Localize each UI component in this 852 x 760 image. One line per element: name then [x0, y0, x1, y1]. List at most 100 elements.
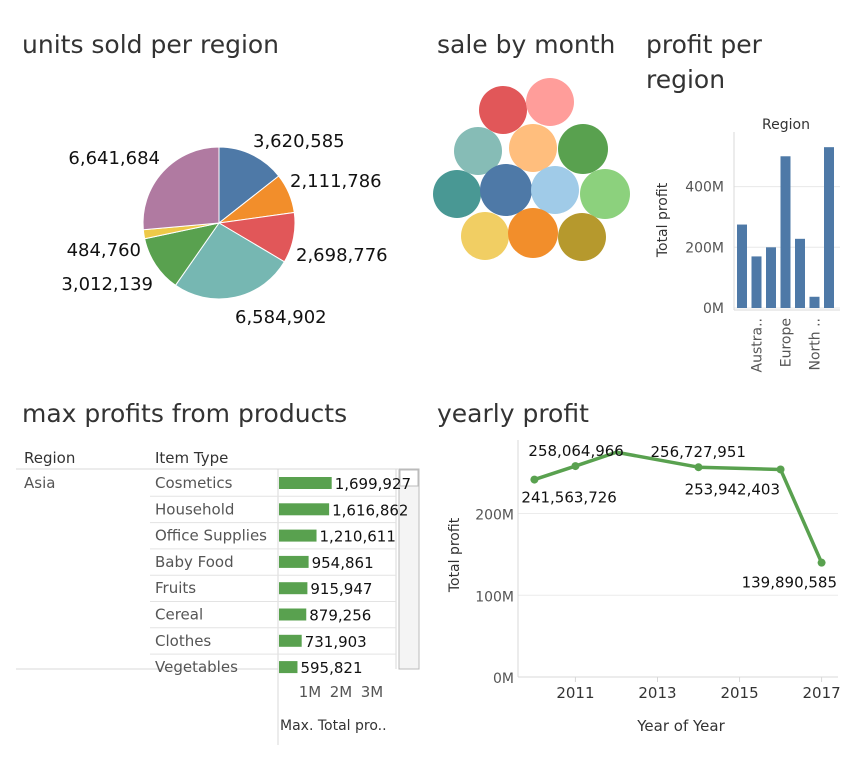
month-bubble — [580, 169, 630, 219]
item-type-cell: Cosmetics — [155, 474, 233, 492]
region-y-tick-label: 0M — [703, 301, 724, 317]
region-bar — [809, 296, 820, 308]
yearly-y-tick-label: 100M — [475, 589, 514, 605]
region-column-header: Region — [24, 449, 75, 467]
pie-slice — [218, 146, 280, 225]
region-y-tick-label: 200M — [685, 240, 724, 256]
item-type-cell: Baby Food — [155, 553, 234, 571]
region-category-label: Europe — [779, 318, 795, 367]
pie-slice-label: 484,760 — [67, 240, 141, 261]
max-profit-bar — [279, 555, 309, 568]
month-bubble — [558, 213, 606, 261]
region-y-axis-label: Total profit — [655, 182, 671, 258]
item-type-cell: Cereal — [155, 606, 203, 624]
pie-slice-label: 3,620,585 — [253, 131, 345, 152]
max-profit-bar-table: Region Item Type Asia Max. Total pro.. C… — [16, 449, 420, 745]
month-bubble — [461, 212, 509, 260]
yearly-data-point — [776, 465, 785, 474]
max-profit-bar — [279, 529, 317, 542]
item-type-cell: Vegetables — [155, 658, 238, 676]
table-scrollbar-track — [398, 468, 420, 670]
yearly-x-tick-label: 2017 — [802, 684, 840, 702]
item-type-cell: Household — [155, 500, 234, 518]
month-bubble — [531, 166, 579, 214]
max-profit-x-tick-label: 2M — [330, 683, 353, 701]
month-bubble — [433, 170, 481, 218]
pie-slice-label: 6,641,684 — [68, 148, 160, 169]
max-profit-value-label: 731,903 — [305, 633, 367, 651]
max-profit-x-tick-label: 1M — [299, 683, 322, 701]
yearly-data-label: 253,942,403 — [685, 480, 780, 498]
yearly-y-axis-label: Total profit — [447, 517, 463, 593]
profit-region-bar-chart: Region Total profit 0M 200M 400M Austra.. Eu… — [655, 117, 840, 372]
max-profit-bar — [279, 608, 307, 621]
yearly-data-label: 258,064,966 — [528, 442, 623, 460]
yearly-data-label: 241,563,726 — [521, 489, 616, 507]
max-profit-value-label: 595,821 — [300, 659, 362, 677]
yearly-x-tick-label: 2011 — [556, 684, 594, 702]
region-cell-asia: Asia — [24, 474, 55, 492]
profit-per-region-title-line2: region — [646, 65, 725, 94]
item-type-cell: Clothes — [155, 632, 211, 650]
year-x-axis-label: Year of Year — [636, 717, 725, 735]
item-type-cell: Fruits — [155, 579, 196, 597]
region-category-label: North .. — [808, 318, 824, 371]
profit-per-region-title-line1: profit per — [646, 30, 763, 59]
yearly-y-tick-label: 200M — [475, 508, 514, 524]
month-bubble — [454, 127, 502, 175]
pie-slice-label: 6,584,902 — [235, 307, 327, 328]
max-profit-bar — [279, 503, 330, 516]
yearly-profit-line-chart: Year of Year Total profit 0M 100M 200M 2011… — [447, 440, 841, 735]
region-bar — [824, 147, 834, 308]
max-profit-x-tick-label: 3M — [361, 683, 384, 701]
item-type-cell: Office Supplies — [155, 527, 267, 545]
max-profit-bar — [279, 582, 308, 595]
pie-slice-label: 2,698,776 — [296, 245, 388, 266]
sale-bubble-chart — [433, 78, 630, 261]
table-scrollbar-thumb — [399, 469, 419, 487]
region-category-label: Austra.. — [750, 318, 766, 372]
month-bubble — [558, 124, 608, 174]
pie-slice-label: 3,012,139 — [61, 274, 153, 295]
max-profit-bar — [279, 634, 302, 647]
max-profit-value-label: 1,616,862 — [332, 501, 408, 519]
yearly-profit-title: yearly profit — [437, 399, 589, 428]
pie-slice — [142, 146, 220, 231]
region-header: Region — [762, 117, 810, 133]
yearly-data-point — [694, 463, 703, 472]
yearly-x-tick-label: 2015 — [720, 684, 758, 702]
max-profit-x-axis-label: Max. Total pro.. — [280, 718, 387, 734]
region-bar — [795, 238, 805, 308]
region-y-tick-label: 400M — [685, 180, 724, 196]
yearly-y-tick-label: 0M — [493, 671, 514, 687]
month-bubble — [480, 164, 532, 216]
month-bubble — [508, 208, 558, 258]
yearly-data-label: 139,890,585 — [742, 574, 837, 592]
month-bubble — [526, 78, 574, 126]
item-type-column-header: Item Type — [155, 449, 228, 467]
yearly-data-point — [530, 475, 539, 484]
max-profit-value-label: 1,210,611 — [320, 528, 396, 546]
max-profit-value-label: 915,947 — [310, 580, 372, 598]
region-bar — [780, 156, 791, 308]
pie-slice — [174, 222, 286, 300]
max-profit-value-label: 1,699,927 — [335, 475, 411, 493]
pie-slice-label: 2,111,786 — [290, 171, 382, 192]
units-sold-title: units sold per region — [22, 30, 279, 59]
region-bar — [751, 256, 762, 308]
max-profit-value-label: 954,861 — [312, 554, 374, 572]
region-bar — [766, 247, 776, 308]
units-pie-chart: 3,620,585 2,111,786 2,698,776 6,584,902 3,01… — [61, 131, 387, 328]
max-profit-bar — [279, 661, 298, 674]
yearly-profit-line — [533, 450, 824, 564]
sale-by-month-title: sale by month — [437, 30, 615, 59]
month-bubble — [509, 124, 557, 172]
max-profit-bar — [279, 477, 332, 489]
month-bubble — [479, 86, 527, 134]
max-profits-title: max profits from products — [22, 399, 347, 428]
region-bar — [737, 224, 747, 308]
yearly-x-tick-label: 2013 — [638, 684, 676, 702]
yearly-data-point — [817, 558, 826, 567]
yearly-data-label: 256,727,951 — [651, 443, 746, 461]
